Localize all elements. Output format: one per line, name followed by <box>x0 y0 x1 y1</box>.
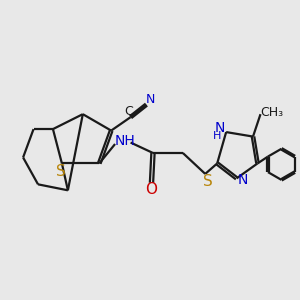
Text: C: C <box>125 105 134 118</box>
Text: N: N <box>238 173 248 187</box>
Text: O: O <box>146 182 158 197</box>
Text: NH: NH <box>114 134 135 148</box>
Text: S: S <box>56 164 65 179</box>
Text: N: N <box>146 93 156 106</box>
Text: N: N <box>215 121 225 135</box>
Text: CH₃: CH₃ <box>260 106 283 119</box>
Text: S: S <box>203 174 212 189</box>
Text: H: H <box>213 131 221 141</box>
